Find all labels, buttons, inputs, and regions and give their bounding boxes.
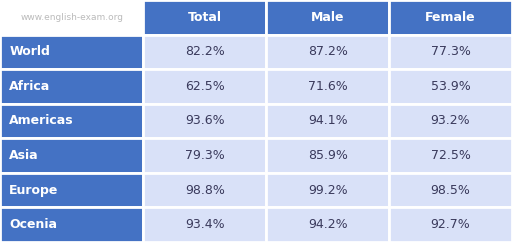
Bar <box>389 104 512 138</box>
Text: 72.5%: 72.5% <box>431 149 471 162</box>
Text: 93.6%: 93.6% <box>185 114 225 128</box>
Text: 98.8%: 98.8% <box>185 184 225 197</box>
Bar <box>389 69 512 104</box>
Text: 77.3%: 77.3% <box>431 45 471 58</box>
Bar <box>143 69 266 104</box>
Bar <box>143 35 266 69</box>
Text: www.english-exam.org: www.english-exam.org <box>20 13 123 22</box>
Bar <box>0 69 143 104</box>
Text: 82.2%: 82.2% <box>185 45 225 58</box>
Bar <box>143 173 266 207</box>
Text: 71.6%: 71.6% <box>308 80 348 93</box>
Text: Female: Female <box>425 11 476 24</box>
Bar <box>0 173 143 207</box>
Text: Africa: Africa <box>9 80 51 93</box>
Bar <box>266 207 389 242</box>
Bar <box>0 104 143 138</box>
Bar <box>143 0 266 35</box>
Bar <box>266 69 389 104</box>
Text: 93.4%: 93.4% <box>185 218 225 231</box>
Text: World: World <box>9 45 50 58</box>
Bar <box>266 138 389 173</box>
Bar <box>389 138 512 173</box>
Bar <box>389 35 512 69</box>
Bar <box>143 207 266 242</box>
Text: 79.3%: 79.3% <box>185 149 225 162</box>
Bar <box>389 207 512 242</box>
Bar <box>266 0 389 35</box>
Text: Total: Total <box>188 11 222 24</box>
Text: 94.1%: 94.1% <box>308 114 348 128</box>
Text: 99.2%: 99.2% <box>308 184 348 197</box>
Text: Male: Male <box>311 11 345 24</box>
Bar <box>143 138 266 173</box>
Text: Ocenia: Ocenia <box>9 218 57 231</box>
Text: 98.5%: 98.5% <box>431 184 471 197</box>
Text: 85.9%: 85.9% <box>308 149 348 162</box>
Bar <box>143 104 266 138</box>
Text: 62.5%: 62.5% <box>185 80 225 93</box>
Text: 53.9%: 53.9% <box>431 80 471 93</box>
Text: Europe: Europe <box>9 184 58 197</box>
Text: 92.7%: 92.7% <box>431 218 471 231</box>
Text: Americas: Americas <box>9 114 74 128</box>
Bar <box>0 35 143 69</box>
Bar <box>266 35 389 69</box>
Bar <box>0 207 143 242</box>
Bar <box>266 173 389 207</box>
Text: 94.2%: 94.2% <box>308 218 348 231</box>
Text: 93.2%: 93.2% <box>431 114 471 128</box>
Bar <box>266 104 389 138</box>
Bar <box>0 0 143 35</box>
Text: 87.2%: 87.2% <box>308 45 348 58</box>
Text: Asia: Asia <box>9 149 39 162</box>
Bar <box>389 173 512 207</box>
Bar <box>389 0 512 35</box>
Bar <box>0 138 143 173</box>
